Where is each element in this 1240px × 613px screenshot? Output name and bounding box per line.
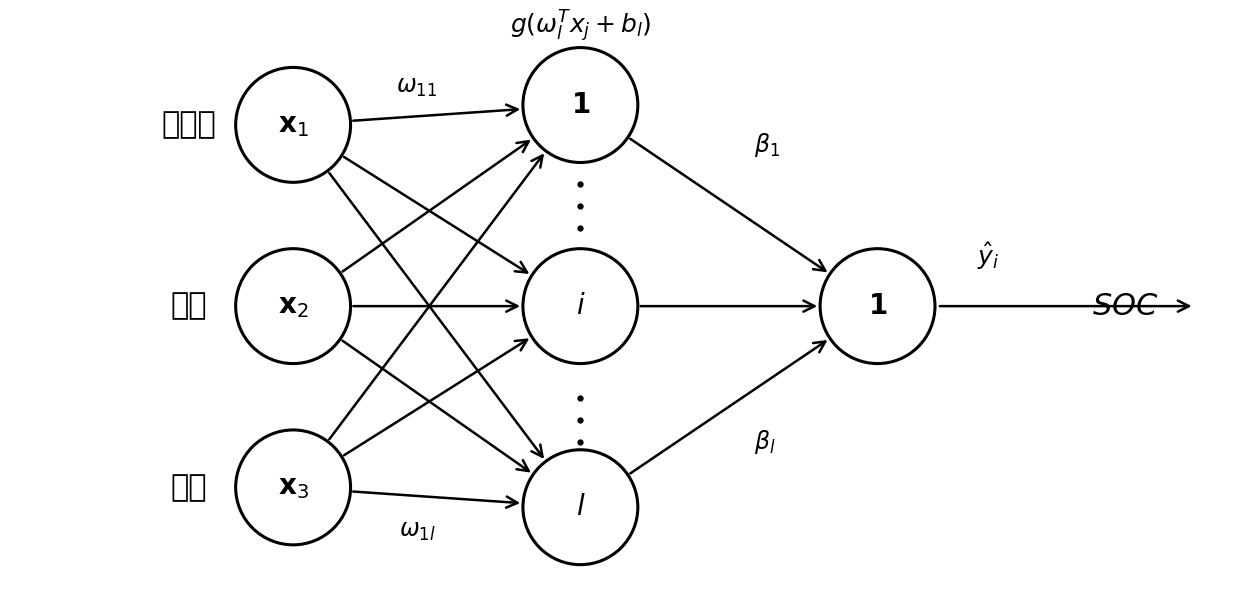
Text: $\mathit{l}$: $\mathit{l}$ [575,493,585,521]
Text: $\hat{y}_i$: $\hat{y}_i$ [977,241,999,272]
Text: $\omega_{11}$: $\omega_{11}$ [397,75,438,99]
Circle shape [820,249,935,364]
Text: $\mathbf{1}$: $\mathbf{1}$ [868,292,888,320]
Circle shape [523,249,637,364]
Circle shape [236,430,351,545]
Text: $\beta_1$: $\beta_1$ [754,131,780,159]
Circle shape [523,48,637,162]
Text: $\mathbf{1}$: $\mathbf{1}$ [570,91,590,119]
Text: $\mathbf{\mathit{SOC}}$: $\mathbf{\mathit{SOC}}$ [1092,292,1158,321]
Circle shape [523,450,637,565]
Text: $\mathbf{x}_2$: $\mathbf{x}_2$ [278,292,309,320]
Circle shape [236,249,351,364]
Text: $\mathit{i}$: $\mathit{i}$ [575,292,585,320]
Text: 端电压: 端电压 [161,110,217,139]
Circle shape [236,67,351,182]
Text: 电流: 电流 [171,292,207,321]
Text: 温度: 温度 [171,473,207,502]
Text: $\mathbf{x}_3$: $\mathbf{x}_3$ [278,473,309,501]
Text: $\beta_l$: $\beta_l$ [754,428,775,456]
Text: $\mathbf{x}_1$: $\mathbf{x}_1$ [278,111,309,139]
Text: $\omega_{1l}$: $\omega_{1l}$ [398,519,435,543]
Text: $g(\omega_l^T x_j + b_l)$: $g(\omega_l^T x_j + b_l)$ [510,8,651,44]
